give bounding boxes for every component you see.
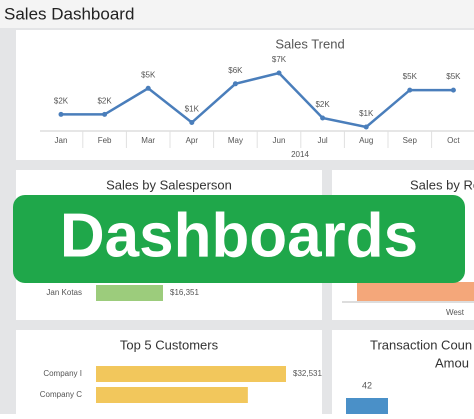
data-label: $1K [185,105,200,114]
banner-text: Dashboards [60,201,418,270]
data-label: $7K [272,55,287,64]
x-tick-label: Sep [403,136,418,145]
y-tick-label: Jan Kotas [46,288,82,297]
chart-subtitle: Amou [435,355,469,370]
chart-title: Sales by Re [410,177,474,192]
header-title: Sales Dashboard [4,4,134,23]
y-tick-label: Company C [40,390,82,399]
x-tick-label: Oct [447,136,460,145]
data-label: $2K [315,100,330,109]
point [320,115,326,121]
x-axis-title: 2014 [291,150,309,159]
point [232,81,238,87]
x-tick-label: Aug [359,136,373,145]
point [407,87,413,93]
point [363,124,369,130]
x-tick-label: West [446,308,465,317]
x-tick-label: Jan [55,136,68,145]
bar [357,282,474,301]
point [102,111,108,117]
data-label: $2K [97,97,112,106]
data-label: $6K [228,66,243,75]
chart-title: Sales Trend [275,36,344,51]
point [450,87,456,93]
banner [13,195,465,283]
bar [346,398,388,418]
data-label: $32,531 [293,369,322,378]
x-tick-label: Jul [317,136,327,145]
x-tick-label: Apr [186,136,199,145]
point [58,111,64,117]
data-label: $5K [141,70,156,79]
x-tick-label: Jun [273,136,286,145]
bar [96,285,163,301]
data-label: 42 [362,380,372,390]
data-label: $5K [403,72,418,81]
chart-title: Sales by Salesperson [106,177,232,192]
line [61,71,454,129]
data-label: $16,351 [170,288,199,297]
bar [96,366,286,382]
chart-title: Transaction Coun [370,337,472,352]
chart-title: Top 5 Customers [120,337,219,352]
point [189,120,195,125]
header-bar [0,0,474,28]
x-tick-label: Mar [141,136,155,145]
y-tick-label: Company I [43,369,82,378]
x-tick-label: Feb [98,136,112,145]
bar [96,387,248,403]
data-label: $5K [446,72,461,81]
x-tick-label: May [228,136,243,145]
point [145,85,151,91]
data-label: $1K [359,109,374,118]
data-label: $2K [54,97,69,106]
point [276,70,282,76]
panel [16,30,474,160]
